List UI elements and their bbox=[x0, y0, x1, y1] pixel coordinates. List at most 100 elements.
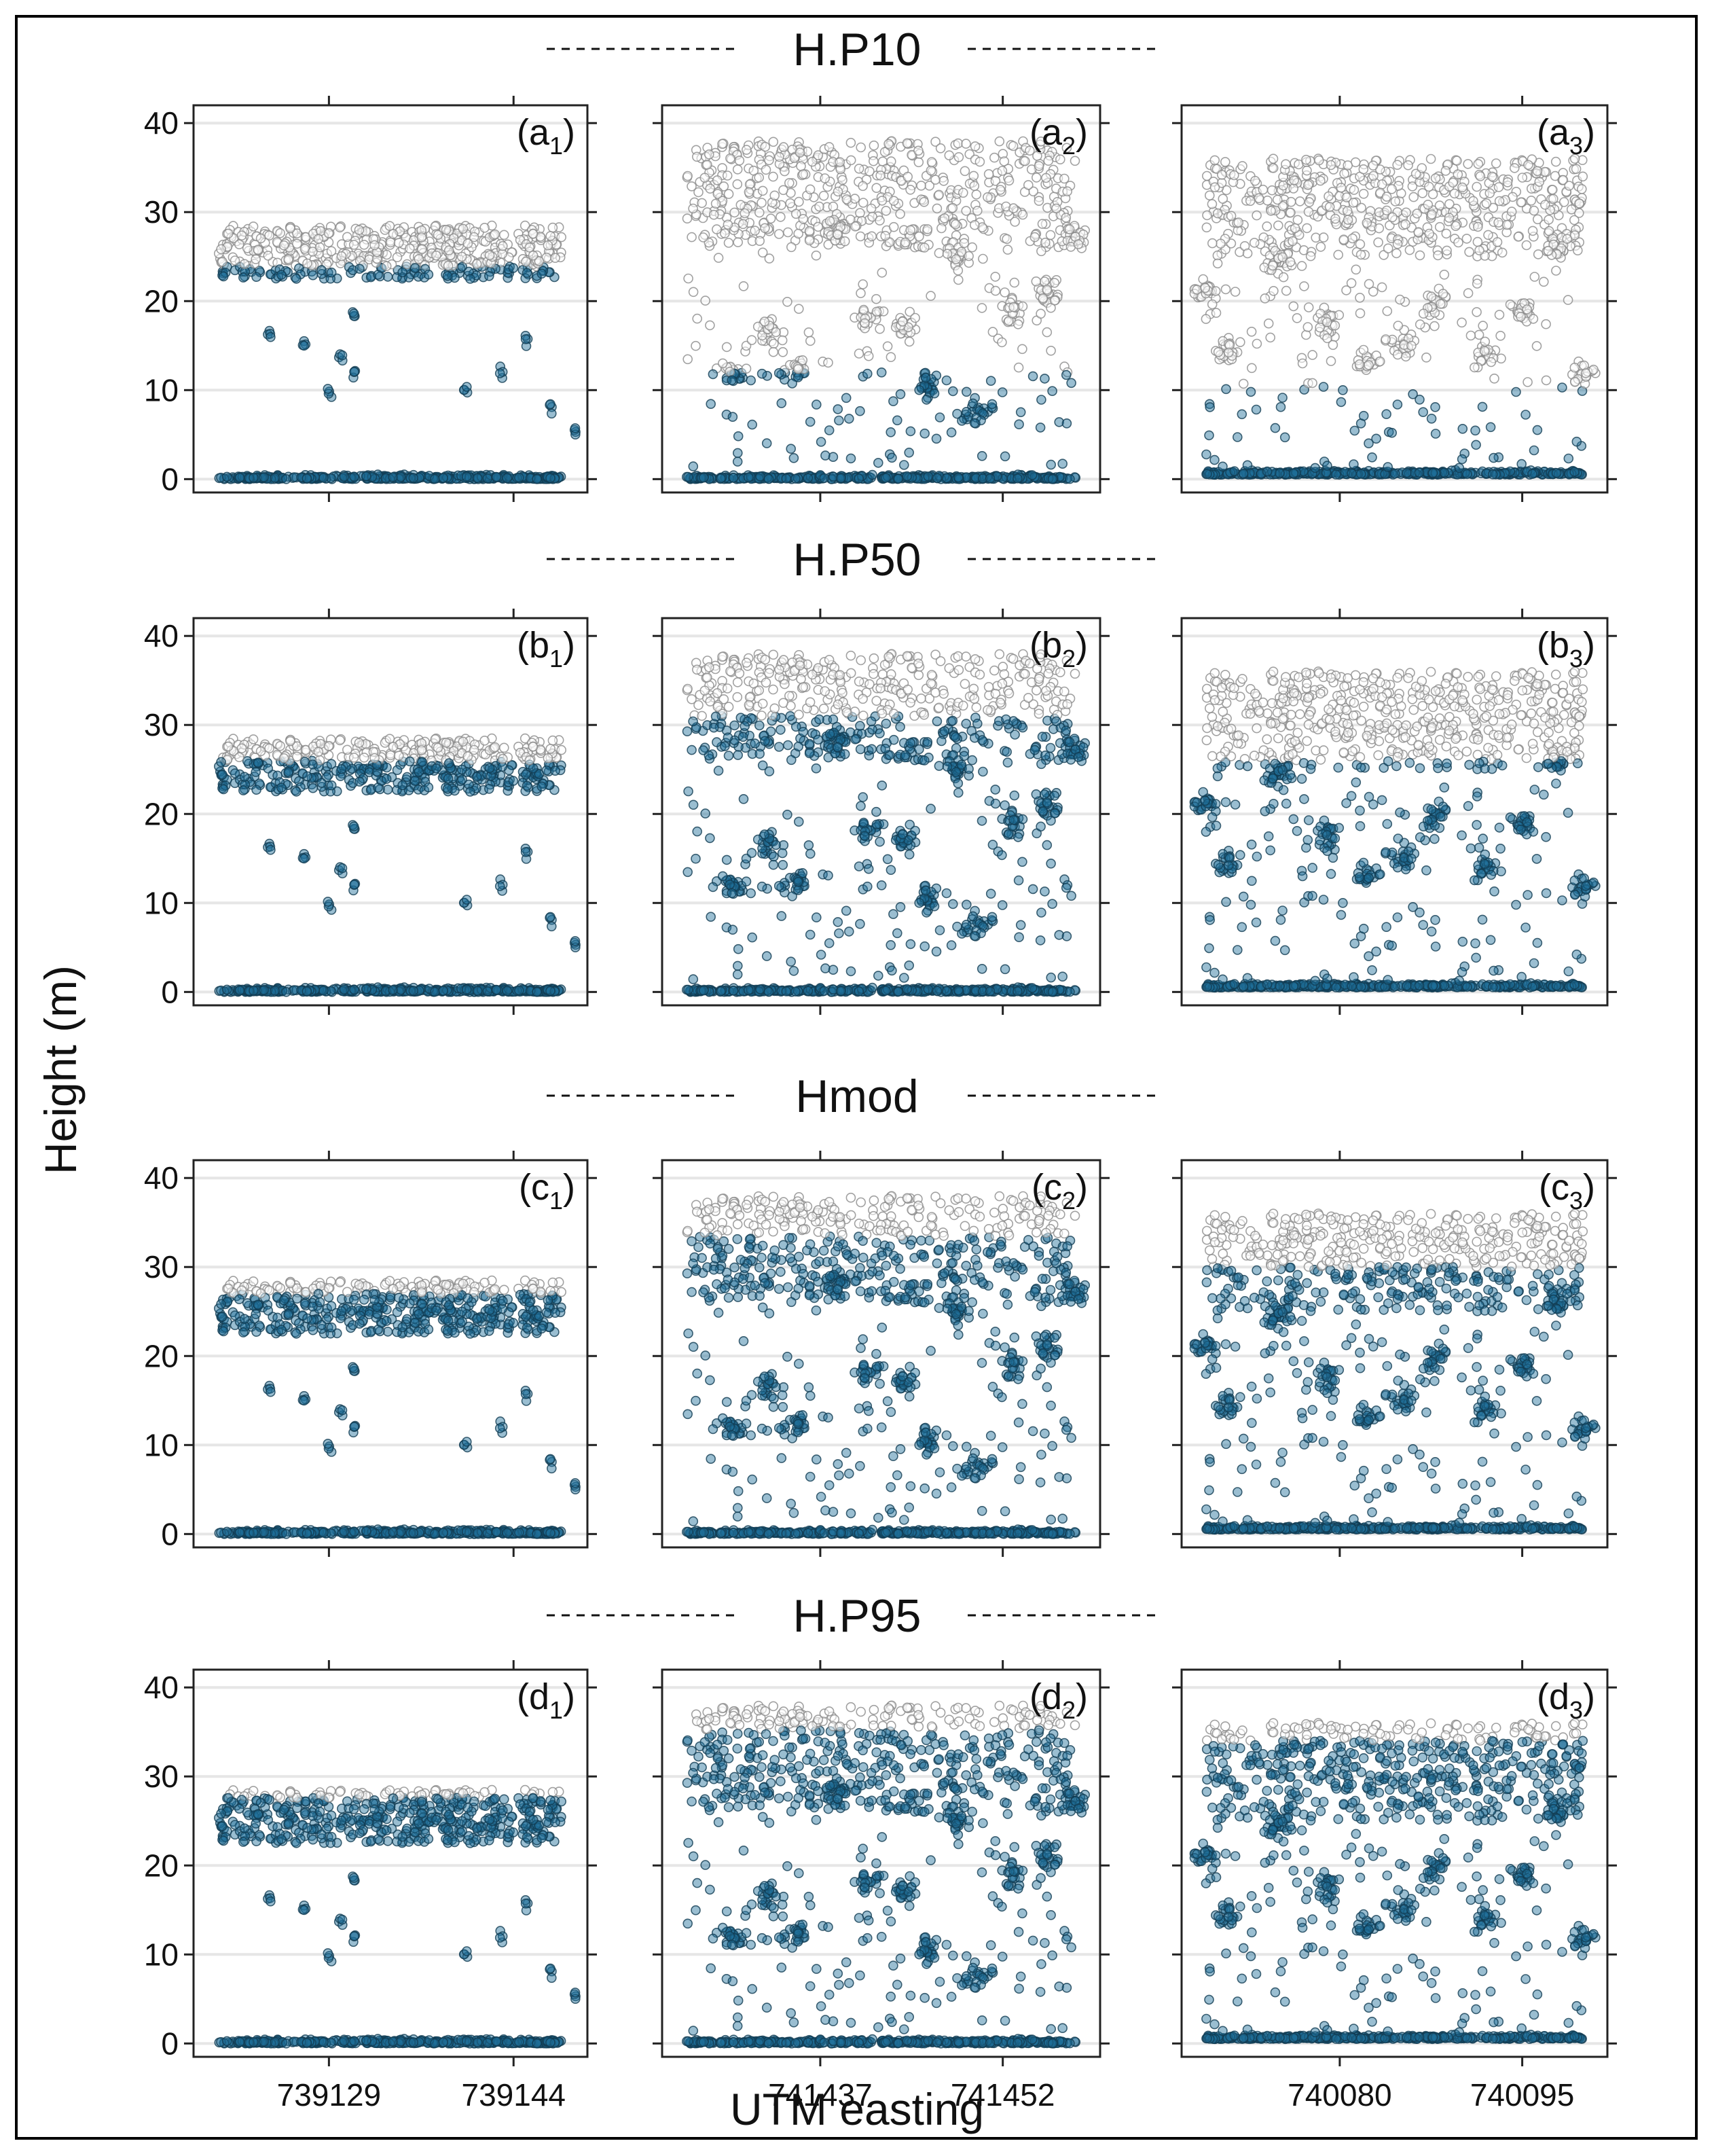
point-below-threshold bbox=[318, 986, 329, 996]
point-above-threshold bbox=[804, 235, 815, 246]
point-above-threshold bbox=[1290, 223, 1300, 234]
point-below-threshold bbox=[798, 727, 809, 737]
point-above-threshold bbox=[877, 268, 888, 278]
point-below-threshold bbox=[816, 437, 826, 447]
point-above-threshold bbox=[1245, 196, 1256, 206]
point-above-threshold bbox=[1207, 199, 1218, 209]
point-above-threshold bbox=[1541, 375, 1552, 386]
point-below-threshold bbox=[923, 471, 934, 482]
point-below-threshold bbox=[1358, 410, 1369, 421]
point-below-threshold bbox=[471, 772, 482, 782]
point-below-threshold bbox=[688, 461, 699, 471]
point-below-threshold bbox=[234, 985, 245, 996]
point-below-threshold bbox=[1209, 454, 1220, 465]
point-above-threshold bbox=[497, 753, 508, 764]
point-above-threshold bbox=[1539, 276, 1549, 287]
point-above-threshold bbox=[1288, 183, 1298, 194]
point-above-threshold bbox=[443, 260, 454, 271]
point-above-threshold bbox=[1037, 219, 1048, 229]
point-above-threshold bbox=[974, 669, 985, 680]
point-above-threshold bbox=[1529, 205, 1539, 216]
point-below-threshold bbox=[755, 471, 765, 482]
point-below-threshold bbox=[1408, 389, 1418, 399]
point-above-threshold bbox=[877, 196, 888, 206]
point-above-threshold bbox=[1324, 202, 1335, 212]
point-below-threshold bbox=[266, 331, 276, 342]
point-above-threshold bbox=[778, 655, 789, 665]
point-above-threshold bbox=[1326, 160, 1336, 170]
point-above-threshold bbox=[987, 327, 998, 337]
point-above-threshold bbox=[1029, 232, 1040, 242]
point-below-threshold bbox=[1454, 463, 1465, 473]
point-above-threshold bbox=[1376, 179, 1387, 190]
point-above-threshold bbox=[871, 696, 881, 706]
point-above-threshold bbox=[953, 265, 964, 276]
point-above-threshold bbox=[759, 317, 770, 327]
point-above-threshold bbox=[746, 335, 757, 346]
point-below-threshold bbox=[729, 472, 739, 483]
point-above-threshold bbox=[336, 251, 347, 262]
point-above-threshold bbox=[1031, 276, 1042, 287]
point-above-threshold bbox=[1358, 344, 1369, 355]
point-above-threshold bbox=[858, 198, 869, 208]
point-below-threshold bbox=[765, 726, 776, 737]
point-above-threshold bbox=[926, 291, 936, 301]
point-below-threshold bbox=[1061, 418, 1072, 429]
point-above-threshold bbox=[839, 236, 850, 247]
point-above-threshold bbox=[737, 219, 748, 230]
point-above-threshold bbox=[234, 752, 244, 762]
point-above-threshold bbox=[471, 259, 482, 269]
point-above-threshold bbox=[913, 157, 924, 168]
point-below-threshold bbox=[932, 473, 943, 484]
panel-border bbox=[192, 617, 589, 1007]
point-above-threshold bbox=[795, 147, 805, 158]
point-above-threshold bbox=[323, 741, 334, 751]
point-above-threshold bbox=[1444, 213, 1455, 223]
point-above-threshold bbox=[1544, 215, 1554, 225]
point-above-threshold bbox=[441, 738, 452, 748]
point-above-threshold bbox=[699, 173, 710, 183]
point-below-threshold bbox=[820, 450, 831, 461]
point-below-threshold bbox=[977, 450, 987, 461]
point-above-threshold bbox=[692, 151, 702, 162]
point-above-threshold bbox=[845, 137, 856, 148]
point-above-threshold bbox=[835, 157, 845, 167]
point-below-threshold bbox=[985, 473, 996, 484]
point-below-threshold bbox=[1371, 433, 1381, 444]
point-above-threshold bbox=[1235, 337, 1245, 348]
point-above-threshold bbox=[1209, 182, 1220, 193]
point-below-threshold bbox=[1569, 467, 1580, 477]
point-above-threshold bbox=[416, 745, 427, 755]
point-below-threshold bbox=[502, 473, 513, 484]
point-above-threshold bbox=[1453, 169, 1463, 180]
point-below-threshold bbox=[532, 987, 542, 997]
point-above-threshold bbox=[1415, 250, 1425, 261]
point-below-threshold bbox=[388, 472, 398, 482]
point-below-threshold bbox=[373, 783, 383, 793]
point-above-threshold bbox=[230, 255, 240, 266]
point-below-threshold bbox=[855, 721, 865, 731]
point-above-threshold bbox=[1404, 245, 1415, 255]
point-below-threshold bbox=[922, 737, 933, 747]
point-below-threshold bbox=[373, 270, 383, 280]
point-above-threshold bbox=[793, 363, 803, 374]
point-above-threshold bbox=[939, 213, 950, 223]
point-below-threshold bbox=[302, 986, 312, 996]
point-above-threshold bbox=[1570, 376, 1580, 387]
point-above-threshold bbox=[882, 341, 893, 352]
point-above-threshold bbox=[1041, 173, 1051, 183]
point-below-threshold bbox=[1015, 407, 1026, 418]
point-below-threshold bbox=[491, 985, 502, 995]
point-above-threshold bbox=[1036, 308, 1046, 319]
y-tick-label: 40 bbox=[144, 105, 179, 141]
point-above-threshold bbox=[1252, 338, 1262, 349]
point-above-threshold bbox=[880, 230, 890, 241]
point-above-threshold bbox=[997, 166, 1008, 176]
point-above-threshold bbox=[1355, 249, 1366, 260]
point-above-threshold bbox=[1281, 159, 1291, 169]
point-below-threshold bbox=[1237, 409, 1247, 420]
point-above-threshold bbox=[335, 735, 345, 746]
point-above-threshold bbox=[794, 304, 804, 315]
